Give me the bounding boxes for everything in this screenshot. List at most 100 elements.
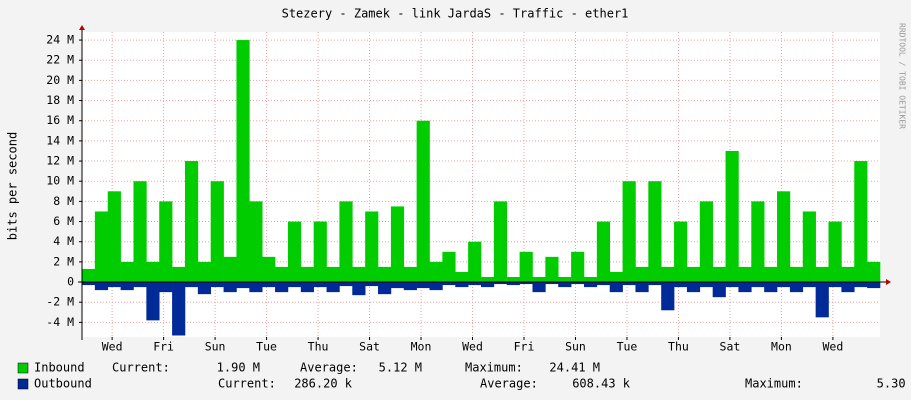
area-step bbox=[390, 206, 405, 283]
legend-stat-label: Current: bbox=[218, 377, 276, 391]
area-step bbox=[622, 282, 636, 286]
area-step bbox=[429, 282, 443, 291]
legend-stat-value: 608.43 k bbox=[572, 377, 631, 391]
area-step bbox=[545, 282, 559, 285]
area-step bbox=[442, 282, 456, 286]
area-step bbox=[571, 251, 585, 283]
area-step bbox=[493, 201, 508, 283]
x-axis-arrow bbox=[886, 279, 891, 285]
area-step bbox=[674, 282, 688, 288]
legend-stat-label: Maximum: bbox=[465, 361, 523, 375]
area-step bbox=[699, 201, 713, 283]
y-tick-label: 22 M bbox=[46, 53, 74, 67]
legend-stat-label: Average: bbox=[300, 361, 358, 375]
area-step bbox=[712, 266, 726, 283]
legend-stat-value: 5.12 M bbox=[379, 361, 422, 375]
area-step bbox=[751, 201, 765, 283]
area-step bbox=[120, 261, 134, 283]
area-step bbox=[764, 266, 778, 283]
area-step bbox=[777, 282, 791, 288]
x-tick-label: Fri bbox=[514, 340, 535, 354]
area-step bbox=[339, 282, 353, 287]
area-step bbox=[146, 261, 160, 283]
area-step bbox=[532, 277, 546, 283]
legend-stat-value: 5.30 M bbox=[877, 377, 911, 391]
area-step bbox=[287, 221, 302, 283]
area-step bbox=[378, 266, 392, 283]
area-step bbox=[455, 282, 469, 288]
legend-stat-label: Current: bbox=[112, 361, 170, 375]
area-step bbox=[352, 266, 366, 283]
x-tick-label: Tue bbox=[256, 340, 277, 354]
area-step bbox=[429, 261, 443, 283]
legend-label: Outbound bbox=[34, 377, 92, 391]
area-step bbox=[236, 282, 250, 289]
area-step bbox=[725, 150, 739, 283]
x-tick-label: Mon bbox=[771, 340, 792, 354]
y-tick-label: 18 M bbox=[46, 93, 74, 107]
area-step bbox=[326, 266, 340, 283]
y-tick-label: 4 M bbox=[53, 234, 74, 248]
area-step bbox=[275, 266, 289, 283]
area-step bbox=[197, 282, 212, 295]
area-step bbox=[481, 277, 495, 283]
area-step bbox=[94, 282, 109, 291]
area-step bbox=[120, 282, 134, 291]
area-step bbox=[159, 282, 173, 293]
area-step bbox=[648, 181, 662, 283]
y-tick-label: 10 M bbox=[46, 174, 74, 188]
area-step bbox=[416, 282, 430, 289]
area-step bbox=[867, 261, 881, 283]
y-tick-label: -4 M bbox=[46, 315, 74, 329]
area-step bbox=[802, 211, 816, 283]
x-tick-label: Mon bbox=[411, 340, 432, 354]
y-tick-label: 6 M bbox=[53, 214, 74, 228]
area-step bbox=[197, 261, 212, 283]
watermark: RRDTOOL / TOBI OETIKER bbox=[898, 23, 907, 129]
area-step bbox=[223, 282, 237, 293]
y-tick-label: 16 M bbox=[46, 113, 74, 127]
area-step bbox=[764, 282, 778, 293]
area-step bbox=[94, 211, 109, 283]
area-step bbox=[609, 282, 623, 293]
area-step bbox=[828, 221, 842, 283]
area-step bbox=[558, 277, 572, 283]
area-step bbox=[210, 282, 224, 288]
area-step bbox=[674, 221, 688, 283]
area-step bbox=[262, 282, 276, 288]
area-step bbox=[223, 256, 237, 283]
y-axis-arrow bbox=[79, 25, 85, 30]
x-tick-label: Sun bbox=[205, 340, 226, 354]
area-step bbox=[506, 277, 520, 283]
area-step bbox=[583, 277, 598, 283]
area-step bbox=[699, 282, 713, 288]
area-step bbox=[828, 282, 842, 288]
marks bbox=[82, 40, 881, 336]
area-step bbox=[82, 268, 96, 283]
area-step bbox=[854, 161, 868, 283]
area-step bbox=[493, 282, 508, 285]
x-tick-label: Sat bbox=[359, 340, 380, 354]
area-step bbox=[519, 251, 533, 283]
area-step bbox=[789, 282, 804, 293]
area-step bbox=[558, 282, 572, 288]
area-step bbox=[622, 181, 636, 283]
y-tick-label: 14 M bbox=[46, 133, 74, 147]
area-step bbox=[725, 282, 739, 288]
y-tick-label: 8 M bbox=[53, 194, 74, 208]
area-step bbox=[738, 282, 752, 293]
area-step bbox=[262, 256, 276, 283]
area-step bbox=[184, 161, 199, 283]
area-step bbox=[596, 221, 611, 283]
area-step bbox=[172, 266, 186, 283]
area-step bbox=[313, 221, 327, 283]
x-tick-label: Tue bbox=[617, 340, 638, 354]
x-tick-label: Fri bbox=[153, 340, 174, 354]
area-step bbox=[841, 266, 855, 283]
area-step bbox=[236, 40, 250, 283]
area-step bbox=[712, 282, 726, 298]
area-step bbox=[854, 282, 868, 288]
area-step bbox=[648, 282, 662, 286]
